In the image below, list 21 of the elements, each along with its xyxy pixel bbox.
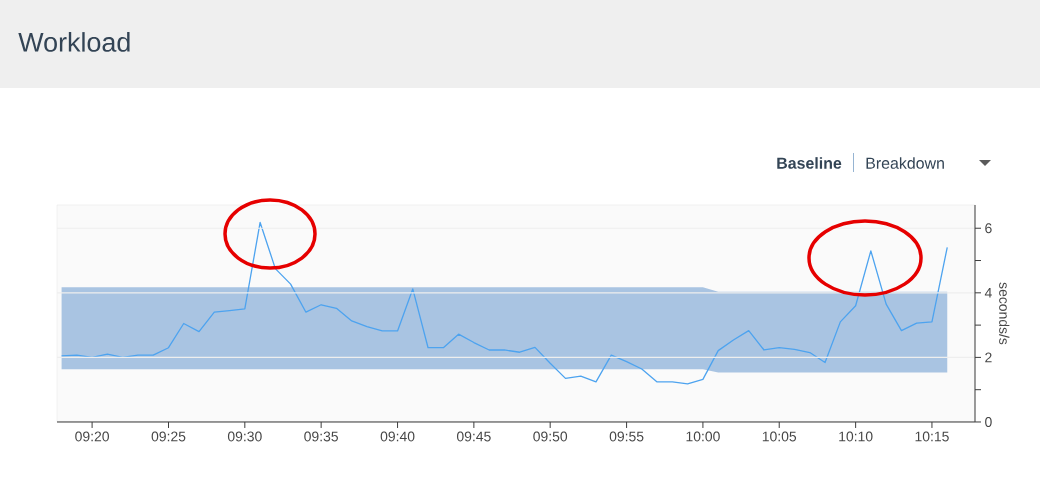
x-tick-label: 10:05 xyxy=(762,431,797,442)
line-series xyxy=(60,221,948,385)
x-tick-label: 09:40 xyxy=(380,431,415,442)
text: Baseline xyxy=(777,157,842,169)
x-tick-label: 10:15 xyxy=(915,431,949,442)
y-tick-label: 2 xyxy=(985,352,992,363)
x-tick-label: 09:25 xyxy=(151,431,186,442)
y-tick-label: 0 xyxy=(985,417,992,427)
text: Breakdown xyxy=(866,157,944,169)
x-tick-label: 09:55 xyxy=(609,431,644,442)
chart-title: Workload xyxy=(18,32,130,52)
x-tick-label: 10:00 xyxy=(686,431,720,442)
y-tick-label: 4 xyxy=(984,288,992,298)
x-tick-label: 09:50 xyxy=(533,431,568,442)
y-tick-label: 6 xyxy=(985,223,992,234)
x-tick-label: 10:10 xyxy=(839,431,873,442)
x-tick-label: 09:20 xyxy=(75,431,110,442)
y-axis-title: seconds/s xyxy=(999,282,1010,345)
x-tick-label: 09:45 xyxy=(456,431,491,442)
x-tick-label: 09:35 xyxy=(304,431,338,442)
x-tick-label: 09:30 xyxy=(227,431,262,442)
